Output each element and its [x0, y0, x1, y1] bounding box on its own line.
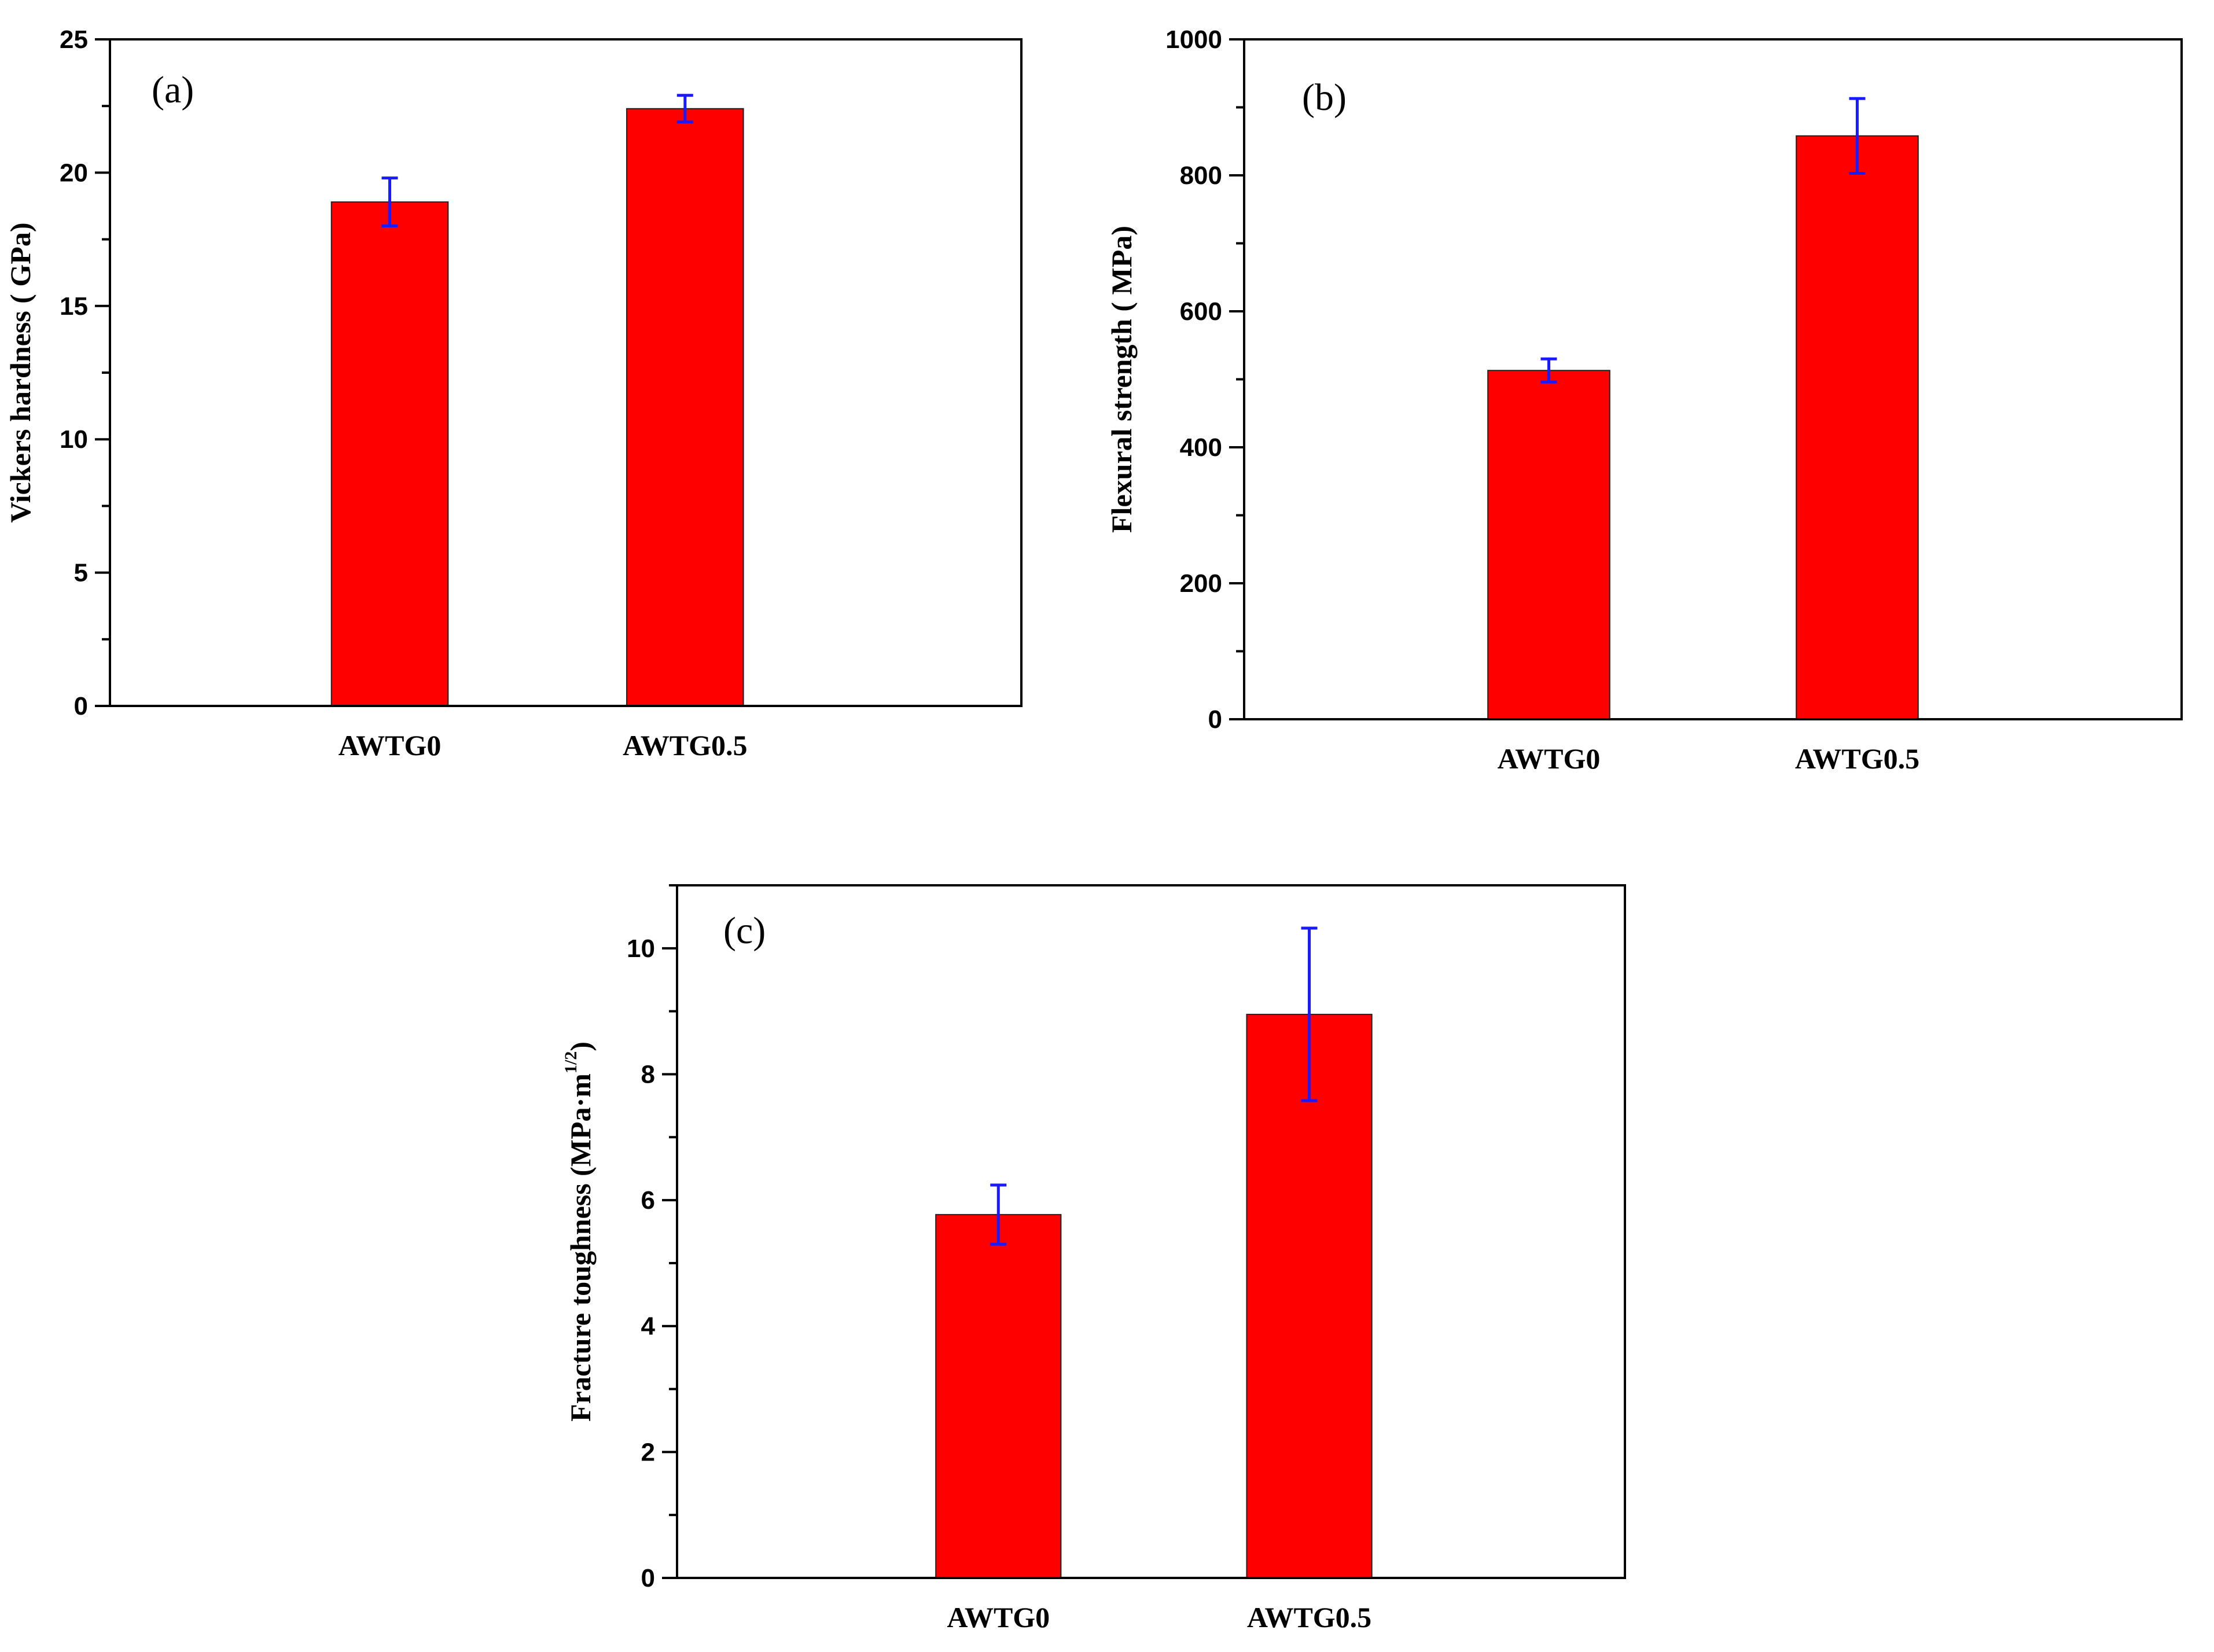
bar-group-c [935, 1014, 1373, 1579]
panel-label-b: (b) [1302, 76, 1347, 119]
y-tick-label-b-3: 600 [1180, 297, 1222, 326]
y-tick-label-b-2: 400 [1180, 433, 1222, 462]
y-tick-label-a-5: 25 [60, 25, 88, 54]
y-tick-label-a-1: 5 [74, 559, 88, 587]
category-label-a-1: AWTG0.5 [623, 729, 747, 761]
y-tick-label-c-4: 8 [641, 1060, 655, 1088]
error-bar-c-1 [1301, 926, 1318, 1102]
y-axis-title-a: Vickers hardness ( GPa) [4, 223, 36, 523]
y-tick-label-b-5: 1000 [1165, 25, 1222, 54]
chart-panel-c: 0 2 4 6 8 10 AWTG0 AWTG0.5 (c) Fracture tough… [561, 884, 1626, 1633]
category-label-b-1: AWTG0.5 [1795, 742, 1919, 775]
y-axis-b: 0 200 400 600 800 1000 [1165, 25, 1244, 734]
category-label-b-0: AWTG0 [1498, 742, 1601, 775]
y-axis-title-c-main: Fracture toughness (MPa·m [564, 1073, 597, 1422]
bar-c-awtg0 [935, 1214, 1062, 1579]
y-axis-title-c: Fracture toughness (MPa·m1/2) [561, 1042, 597, 1422]
bar-group-b [1487, 135, 1919, 720]
x-axis-b: AWTG0 AWTG0.5 [1498, 742, 1920, 775]
error-bar-c-0 [990, 1183, 1007, 1246]
y-axis-c: 0 2 4 6 8 10 [627, 884, 677, 1592]
error-bar-b-1 [1849, 97, 1866, 175]
y-axis-title-c-sup: 1/2 [561, 1051, 580, 1073]
y-tick-label-b-1: 200 [1180, 569, 1222, 598]
x-axis-a: AWTG0 AWTG0.5 [339, 729, 748, 761]
y-tick-label-c-0: 0 [641, 1564, 655, 1592]
bar-b-awtg0 [1487, 370, 1610, 720]
error-bar-b-0 [1540, 357, 1557, 384]
chart-panel-a: 0 5 10 15 20 25 AWTG0 AWTG0.5 (a) Vickers har… [4, 25, 1023, 761]
y-tick-label-c-1: 2 [641, 1438, 655, 1466]
y-axis-a: 0 5 10 15 20 25 [60, 25, 110, 720]
panel-label-a: (a) [152, 69, 194, 111]
y-tick-label-c-5: 10 [627, 934, 655, 963]
y-tick-label-a-3: 15 [60, 292, 88, 321]
chart-panel-b: 0 200 400 600 800 1000 AWTG0 AWTG0.5 (b) Flex… [1105, 25, 2183, 775]
bar-a-awtg0 [330, 201, 449, 707]
error-bar-a-1 [676, 94, 693, 124]
y-tick-label-a-2: 10 [60, 425, 88, 454]
y-tick-label-c-3: 6 [641, 1186, 655, 1215]
error-bar-group-b [1540, 97, 1866, 384]
bar-b-awtg0-5 [1796, 135, 1919, 720]
error-bar-group-c [990, 926, 1318, 1246]
error-bar-group-a [381, 94, 693, 228]
y-tick-label-b-0: 0 [1208, 705, 1222, 734]
y-tick-label-a-4: 20 [60, 159, 88, 187]
x-axis-c: AWTG0 AWTG0.5 [947, 1601, 1371, 1633]
bar-a-awtg0-5 [626, 108, 744, 707]
plot-frame-c [676, 884, 1626, 1579]
y-axis-title-c-tail: ) [564, 1042, 597, 1051]
bar-c-awtg0-5 [1246, 1014, 1373, 1579]
panel-label-c: (c) [723, 910, 766, 952]
category-label-c-0: AWTG0 [947, 1601, 1050, 1633]
category-label-a-0: AWTG0 [339, 729, 442, 761]
y-axis-title-b: Flexural strength ( MPa) [1105, 226, 1138, 533]
error-bar-a-0 [381, 176, 398, 228]
y-tick-label-b-4: 800 [1180, 161, 1222, 190]
y-tick-label-c-2: 4 [641, 1312, 656, 1341]
y-tick-label-a-0: 0 [74, 692, 88, 720]
bar-group-a [330, 108, 744, 707]
category-label-c-1: AWTG0.5 [1247, 1601, 1371, 1633]
